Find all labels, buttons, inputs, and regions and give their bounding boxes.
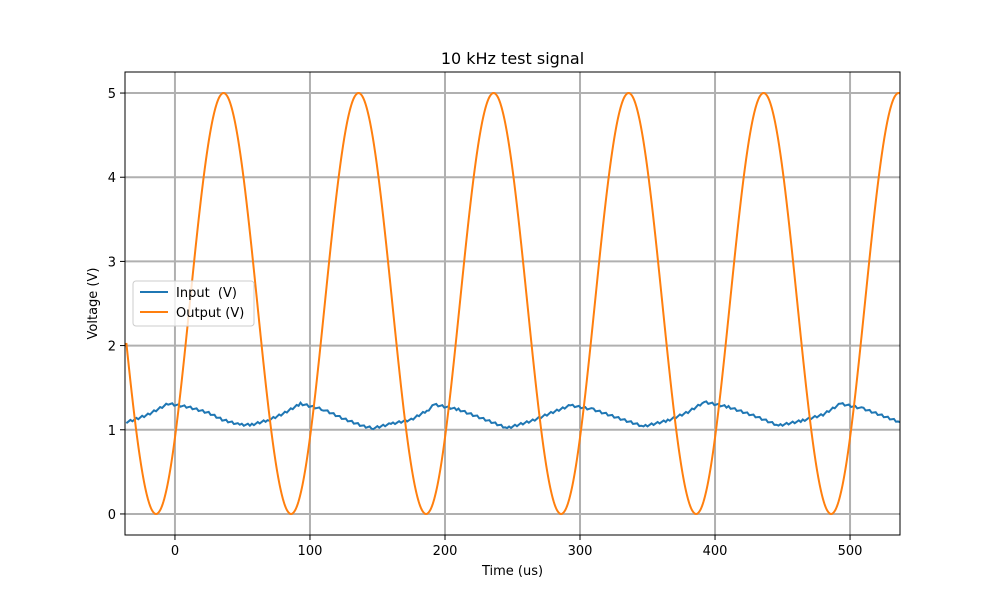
x-tick-label: 300 bbox=[568, 544, 593, 559]
y-tick-label: 1 bbox=[108, 424, 116, 439]
x-tick-label: 200 bbox=[433, 544, 458, 559]
y-tick-label: 3 bbox=[108, 255, 116, 270]
series-line-output bbox=[125, 92, 901, 515]
x-tick-label: 400 bbox=[703, 544, 728, 559]
x-tick-label: 0 bbox=[171, 544, 179, 559]
x-tick-label: 100 bbox=[298, 544, 323, 559]
y-tick-label: 0 bbox=[108, 508, 116, 523]
plot-frame bbox=[124, 71, 901, 536]
grid bbox=[125, 72, 900, 535]
y-tick-label: 5 bbox=[108, 87, 116, 102]
legend-label-output: Output (V) bbox=[176, 306, 244, 321]
x-axis-label: Time (us) bbox=[481, 564, 543, 579]
y-tick-label: 4 bbox=[108, 171, 116, 186]
series-line-input bbox=[125, 400, 901, 431]
axis-ticks: 0 100 200 300 400 500 0 1 2 3 4 5 bbox=[108, 87, 863, 559]
x-tick-label: 500 bbox=[838, 544, 863, 559]
legend-label-input: Input (V) bbox=[176, 286, 237, 301]
series-lines bbox=[125, 92, 901, 515]
legend: Input (V) Output (V) bbox=[132, 280, 255, 327]
y-tick-label: 2 bbox=[108, 340, 116, 355]
y-axis-label: Voltage (V) bbox=[86, 268, 101, 340]
chart-title: 10 kHz test signal bbox=[441, 49, 584, 68]
